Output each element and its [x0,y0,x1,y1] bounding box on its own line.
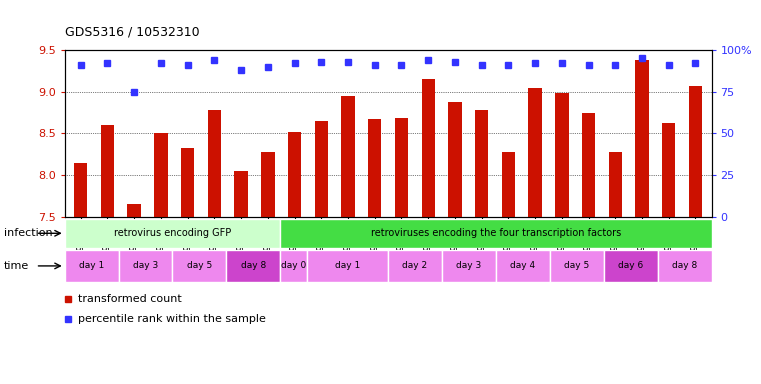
Bar [528,88,542,217]
Bar [181,149,194,217]
Bar [658,250,712,281]
Bar [475,110,489,217]
Bar [496,250,550,281]
Bar [74,163,88,217]
Bar [556,93,568,217]
Text: day 1: day 1 [79,262,104,270]
Text: transformed count: transformed count [78,294,181,304]
Text: retroviruses encoding the four transcription factors: retroviruses encoding the four transcrip… [371,228,621,238]
Bar [422,79,435,217]
Bar [119,250,173,281]
Bar [388,250,442,281]
Bar [550,250,603,281]
Bar [280,219,712,248]
Bar [288,132,301,217]
Bar [65,219,280,248]
Bar [227,250,280,281]
Bar [368,119,381,217]
Bar [128,204,141,217]
Text: day 5: day 5 [186,262,212,270]
Bar [448,102,462,217]
Bar [307,250,388,281]
Bar [208,110,221,217]
Text: percentile rank within the sample: percentile rank within the sample [78,314,266,324]
Bar [689,86,702,217]
Bar [662,123,676,217]
Text: day 0: day 0 [281,262,307,270]
Bar [582,113,595,217]
Bar [65,250,119,281]
Text: day 3: day 3 [133,262,158,270]
Text: day 1: day 1 [335,262,360,270]
Bar [173,250,227,281]
Bar [261,152,275,217]
Text: time: time [4,261,29,271]
Text: day 6: day 6 [618,262,643,270]
Text: retrovirus encoding GFP: retrovirus encoding GFP [114,228,231,238]
Bar [442,250,496,281]
Text: day 8: day 8 [240,262,266,270]
Text: day 8: day 8 [672,262,697,270]
Bar [234,171,248,217]
Text: GDS5316 / 10532310: GDS5316 / 10532310 [65,25,199,38]
Text: infection: infection [4,228,53,238]
Text: day 3: day 3 [457,262,482,270]
Bar [501,152,515,217]
Text: day 2: day 2 [403,262,428,270]
Bar [395,118,408,217]
Bar [609,152,622,217]
Bar [342,96,355,217]
Bar [603,250,658,281]
Text: day 4: day 4 [511,262,536,270]
Bar [314,121,328,217]
Bar [154,134,167,217]
Bar [280,250,307,281]
Text: day 5: day 5 [564,262,590,270]
Bar [635,60,648,217]
Bar [100,125,114,217]
